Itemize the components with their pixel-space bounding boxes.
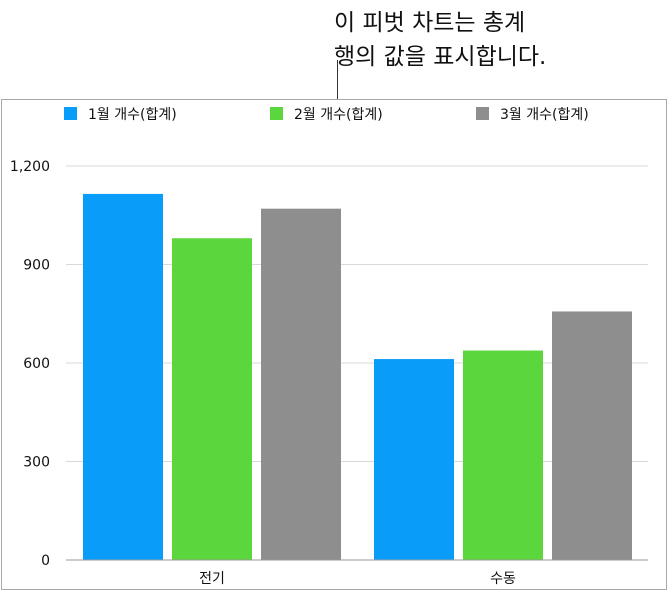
y-tick-label-1200: 1,200 xyxy=(10,159,50,175)
y-tick-label-900: 900 xyxy=(23,258,50,274)
x-category-label-2: 수동 xyxy=(490,571,516,587)
bar-2-series-3 xyxy=(552,311,632,560)
legend-label-1: 1월 개수(합계) xyxy=(88,107,177,123)
y-tick-label-0: 0 xyxy=(41,553,50,569)
bar-1-series-3 xyxy=(261,208,341,560)
y-tick-label-600: 600 xyxy=(23,356,50,372)
legend-swatch-1 xyxy=(64,107,77,120)
y-tick-label-300: 300 xyxy=(23,455,50,471)
callout-line-1: 이 피벗 차트는 총계 xyxy=(334,10,526,36)
legend-swatch-2 xyxy=(270,107,283,120)
callout-annotation: 이 피벗 차트는 총계 행의 값을 표시합니다. xyxy=(334,6,546,74)
legend-swatch-3 xyxy=(476,107,489,120)
x-category-label-1: 전기 xyxy=(199,571,225,587)
bar-1-series-1 xyxy=(83,193,163,561)
bar-1-series-2 xyxy=(172,238,252,560)
chart-frame xyxy=(1,99,667,590)
callout-connector xyxy=(337,60,338,100)
callout-line-2: 행의 값을 표시합니다. xyxy=(334,44,547,70)
bar-2-series-1 xyxy=(374,359,454,560)
bar-2-series-2 xyxy=(463,350,543,560)
legend-label-3: 3월 개수(합계) xyxy=(500,107,589,123)
legend-label-2: 2월 개수(합계) xyxy=(294,107,383,123)
